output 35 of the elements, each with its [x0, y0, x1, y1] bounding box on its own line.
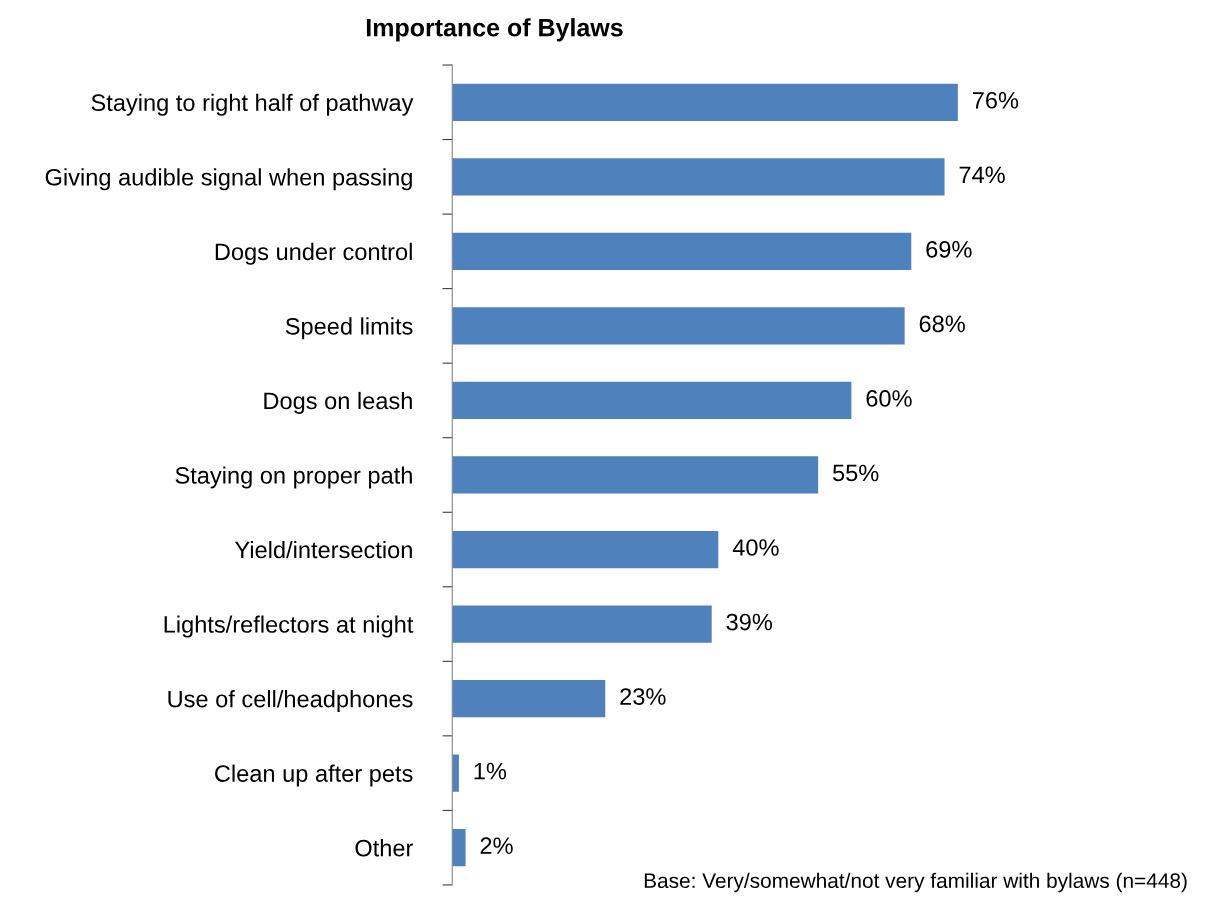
bar: [452, 456, 819, 494]
bar: [452, 605, 712, 643]
bar: [452, 754, 459, 792]
data-label: 23%: [620, 688, 666, 705]
data-label: 69%: [926, 240, 972, 258]
y-tick-label: Staying on proper path: [175, 466, 412, 489]
data-label: 55%: [832, 464, 879, 482]
data-label: 39%: [726, 613, 772, 631]
y-tick-label: Staying to right half of pathway: [91, 93, 414, 116]
data-label: 40%: [732, 539, 779, 556]
y-tick-label: Dogs under control: [215, 242, 412, 265]
data-label: 74%: [959, 166, 1005, 184]
y-tick-label: Speed limits: [285, 317, 413, 340]
bar: [452, 158, 945, 196]
y-tick-label: Yield/intersection: [234, 540, 412, 559]
bar: [452, 530, 719, 569]
y-tick-label: Dogs on leash: [264, 391, 412, 414]
annotation: Base: Very/somewhat/not very familiar with bylaws (n=448): [644, 872, 1187, 893]
y-tick-label: Use of cell/headphones: [168, 690, 413, 713]
data-label: 60%: [866, 390, 912, 407]
bar: [452, 381, 852, 420]
y-tick-label: Lights/reflectors at night: [164, 615, 414, 638]
y-tick-label: Giving audible signal when passing: [45, 168, 412, 191]
bar: [452, 83, 958, 121]
data-label: 2%: [480, 837, 513, 854]
y-tick-label: Other: [355, 839, 413, 857]
bar: [452, 307, 905, 345]
bar: [452, 232, 912, 270]
data-label: 68%: [919, 315, 965, 333]
y-tick-label: Clean up after pets: [215, 764, 413, 787]
bar: [452, 829, 466, 867]
data-label: 1%: [474, 762, 507, 780]
data-label: 76%: [972, 91, 1019, 109]
bar: [452, 679, 606, 718]
chart-title: Importance of Bylaws: [366, 18, 623, 42]
